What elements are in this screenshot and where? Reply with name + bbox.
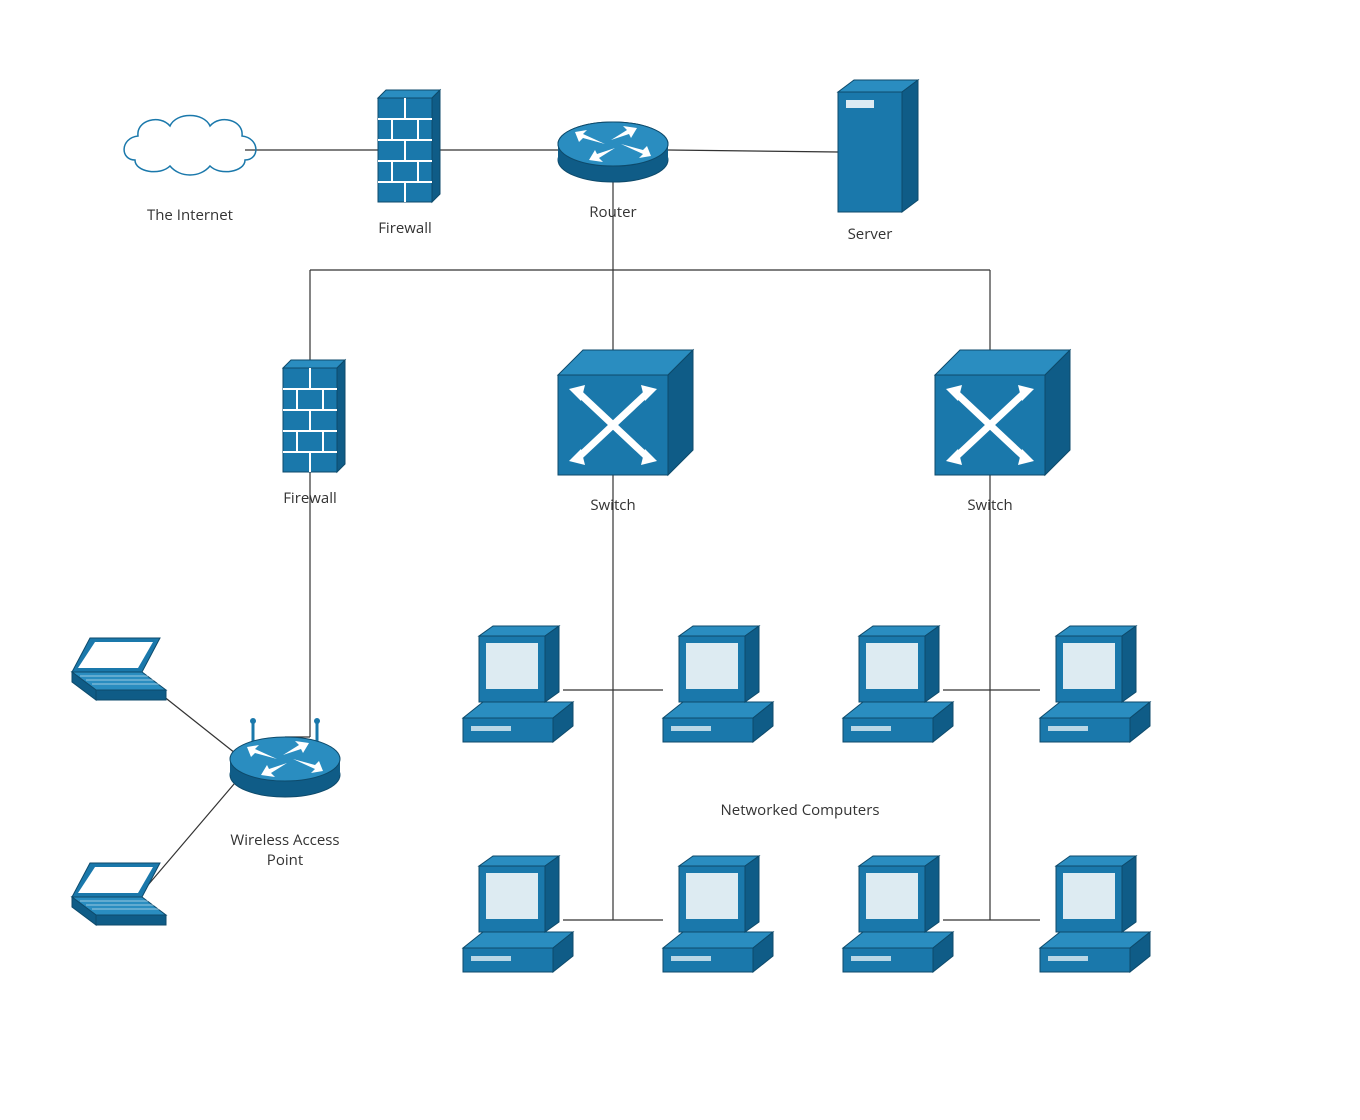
label-switch2: Switch <box>910 495 1070 515</box>
node-pc8 <box>1040 856 1150 972</box>
diagram-canvas: The Internet Firewall Router Server Firewall… <box>0 0 1360 1120</box>
node-server <box>838 80 918 212</box>
node-pc5 <box>463 856 573 972</box>
node-switch2 <box>935 350 1070 475</box>
node-pc3 <box>843 626 953 742</box>
node-pc1 <box>463 626 573 742</box>
label-internet: The Internet <box>110 205 270 225</box>
node-router <box>558 122 668 182</box>
node-pc4 <box>1040 626 1150 742</box>
node-pc6 <box>663 856 773 972</box>
label-server: Server <box>790 224 950 244</box>
label-firewall1: Firewall <box>325 218 485 238</box>
edges-group <box>148 150 1040 920</box>
node-internet <box>124 116 256 176</box>
node-pc2 <box>663 626 773 742</box>
label-switch1: Switch <box>533 495 693 515</box>
label-networked-computers: Networked Computers <box>720 800 880 820</box>
diagram-svg <box>0 0 1360 1120</box>
node-pc7 <box>843 856 953 972</box>
node-laptop1 <box>72 638 166 700</box>
node-laptop2 <box>72 863 166 925</box>
node-firewall2 <box>283 360 345 472</box>
label-firewall2: Firewall <box>230 488 390 508</box>
label-wap: Wireless Access Point <box>205 830 365 870</box>
node-switch1 <box>558 350 693 475</box>
node-firewall1 <box>378 90 440 202</box>
label-router: Router <box>533 202 693 222</box>
node-wap <box>230 718 340 797</box>
